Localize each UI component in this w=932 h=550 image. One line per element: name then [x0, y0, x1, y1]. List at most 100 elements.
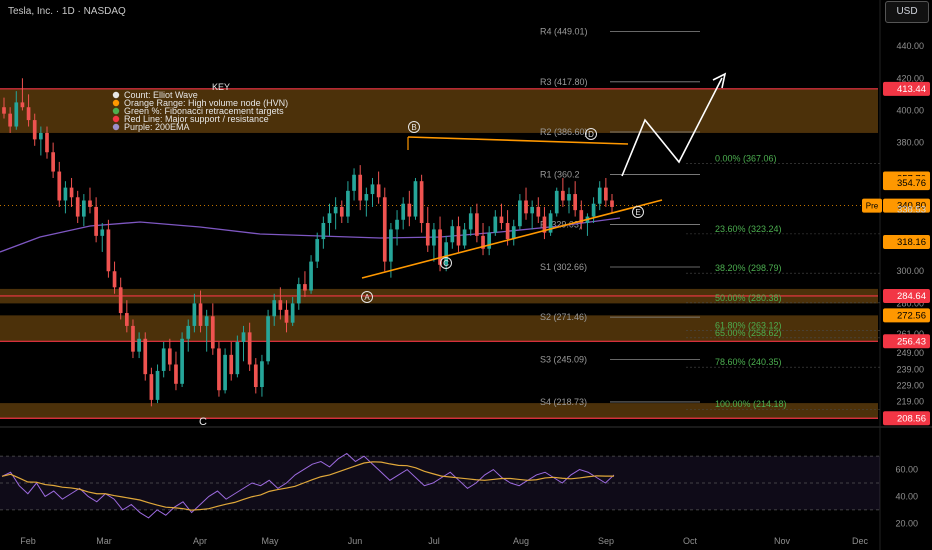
x-label-aug: Aug — [513, 536, 529, 546]
badge-text: 413.44 — [897, 84, 926, 95]
candle — [475, 203, 479, 243]
candle-body — [530, 206, 535, 214]
candle — [131, 319, 135, 359]
candle-body — [376, 184, 381, 198]
candle-body — [604, 187, 608, 201]
upper-trendline — [407, 136, 629, 145]
price-tick-0: 440.00 — [896, 41, 924, 51]
key-title: KEY — [212, 82, 230, 92]
price-badge-6: 284.64 — [883, 288, 930, 303]
key-item-1: Orange Range: High volume node (HVN) — [124, 98, 288, 108]
candle — [604, 177, 608, 207]
fib-label-3: 50.00% (280.38) — [715, 293, 782, 303]
candle-body — [468, 213, 473, 230]
candle — [468, 206, 473, 236]
candle — [401, 197, 406, 230]
candle-body — [118, 287, 123, 314]
candle — [284, 300, 289, 333]
wave-label-c: C — [199, 416, 207, 428]
badge-text: 340.80 — [897, 201, 926, 212]
candle — [247, 322, 252, 371]
candle — [155, 364, 160, 404]
candle — [395, 210, 399, 246]
wave-label-e: E — [632, 206, 644, 218]
candle-body — [161, 348, 166, 371]
candle-body — [296, 284, 301, 304]
badge-text: 256.43 — [897, 336, 926, 347]
candle — [591, 197, 596, 223]
wave-text: C — [199, 416, 207, 428]
candle-body — [81, 200, 86, 217]
badge-bg — [883, 81, 930, 96]
candle-body — [548, 213, 553, 233]
price-badge-7: 272.56 — [883, 308, 930, 323]
wave-text: B — [411, 123, 416, 132]
candle-body — [573, 194, 577, 211]
candle — [223, 348, 227, 394]
candle — [444, 235, 449, 272]
candle-body — [425, 223, 430, 246]
candle — [419, 174, 424, 233]
candle — [315, 232, 320, 269]
key-item-0: Count: Elliot Wave — [124, 90, 198, 100]
badge-text: 338.53 — [897, 204, 926, 215]
fib-label-7: 100.00% (214.18) — [715, 399, 787, 409]
badge-bg — [883, 308, 930, 323]
candle — [180, 332, 184, 388]
candle-body — [198, 303, 203, 326]
candle-body — [57, 171, 62, 201]
x-label-nov: Nov — [774, 536, 791, 546]
candle — [481, 223, 485, 256]
candle-body — [88, 200, 92, 207]
candle-body — [229, 354, 234, 375]
candle — [8, 107, 12, 133]
candle — [597, 181, 602, 211]
candle-body — [223, 354, 227, 391]
price-badge-0: 413.44 — [883, 81, 930, 96]
ema-200-line — [0, 217, 621, 253]
candle — [260, 354, 264, 397]
candle — [112, 261, 117, 294]
candle — [296, 277, 301, 310]
candle-body — [247, 332, 252, 365]
candle — [432, 223, 436, 262]
candle-body — [518, 200, 522, 227]
candle-body — [444, 242, 449, 265]
price-tick-6: 300.00 — [896, 266, 924, 276]
fib-label-2: 38.20% (298.79) — [715, 263, 782, 273]
candle-body — [561, 190, 565, 201]
candle — [352, 168, 356, 201]
candle-body — [475, 213, 479, 236]
candle — [548, 210, 553, 236]
candle-body — [358, 174, 363, 201]
candle-body — [315, 239, 320, 262]
x-label-mar: Mar — [96, 536, 112, 546]
currency-button[interactable]: USD — [885, 1, 929, 23]
badge-bg — [883, 198, 930, 213]
fib-label-5: 65.00% (258.62) — [715, 328, 782, 338]
x-label-feb: Feb — [20, 536, 36, 546]
candle-body — [579, 210, 584, 223]
candle — [174, 351, 178, 391]
candle-body — [597, 187, 602, 204]
candle — [235, 335, 240, 378]
candle-body — [499, 216, 504, 223]
candle — [346, 181, 350, 223]
price-badge-3: 340.80 Pre — [862, 198, 930, 213]
candle-body — [14, 102, 19, 127]
candle-body — [339, 206, 344, 217]
candle — [69, 177, 74, 207]
candle — [272, 293, 277, 326]
rsi-tick-0: 60.00 — [895, 465, 918, 475]
candle — [198, 290, 203, 333]
badge-text: 354.76 — [897, 178, 926, 189]
candle-body — [321, 223, 326, 240]
key-item-2: Green %: Fibonacci retracement targets — [124, 106, 284, 116]
candle — [57, 161, 62, 207]
candle — [524, 187, 528, 220]
candle-body — [124, 313, 129, 326]
candle — [389, 223, 393, 278]
candle-body — [450, 226, 455, 243]
x-label-may: May — [261, 536, 279, 546]
